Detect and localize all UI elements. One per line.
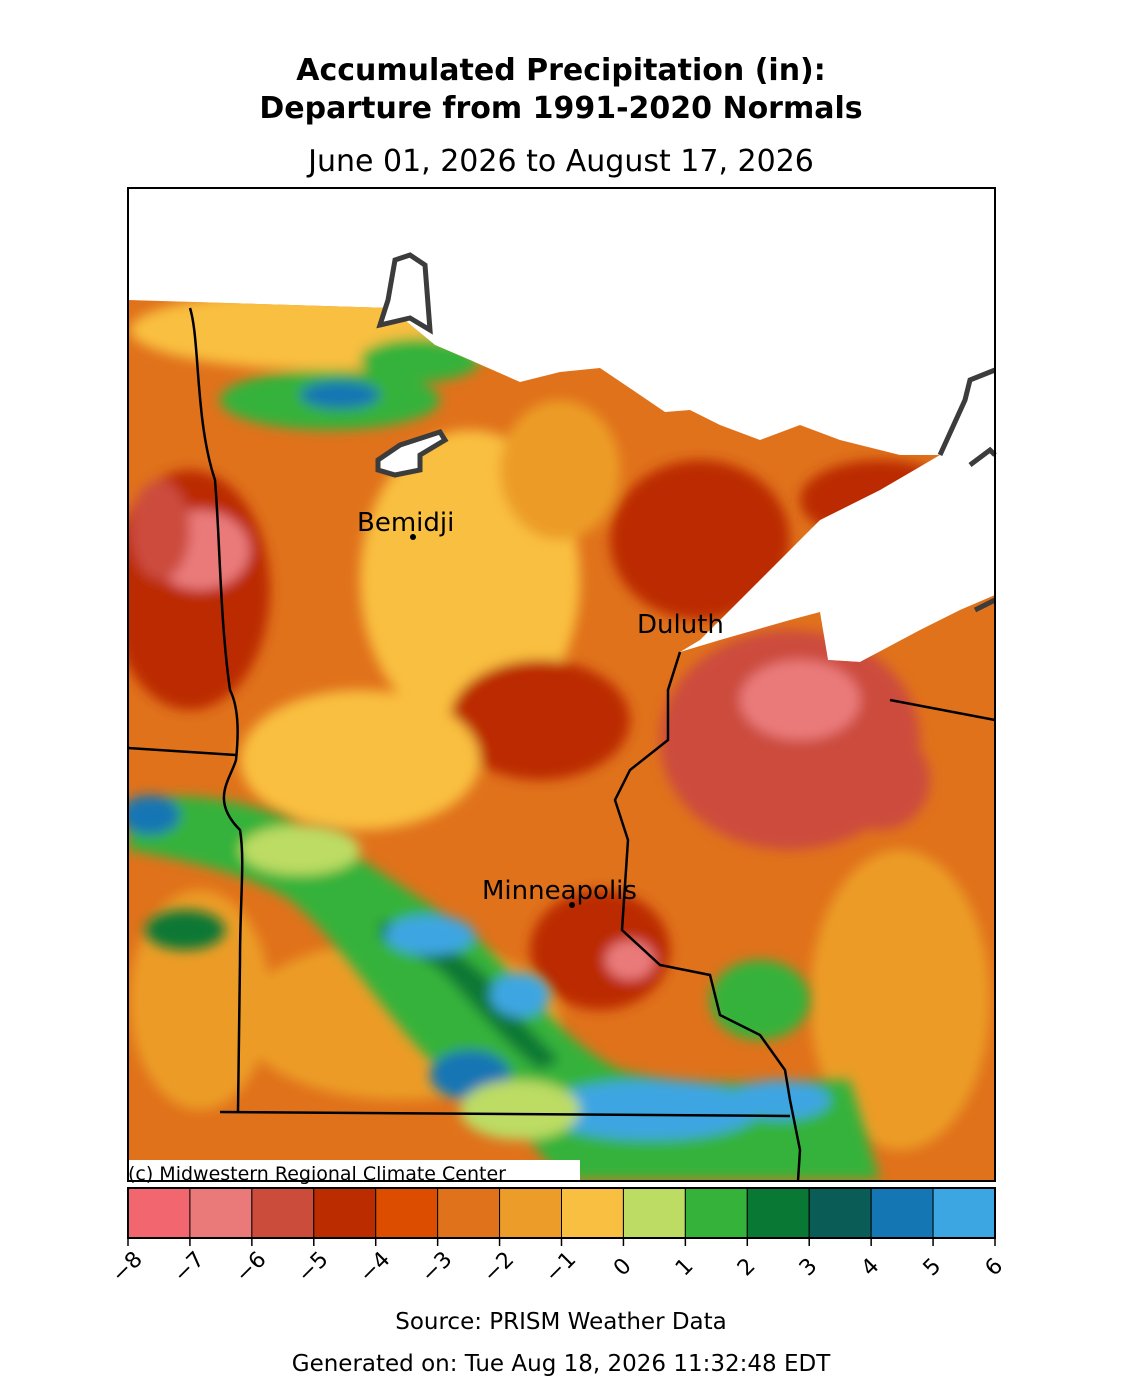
colorbar-tick-label: −5	[293, 1247, 334, 1288]
colorbar-bin	[746, 1187, 810, 1239]
colorbar-bin	[189, 1187, 253, 1239]
map-frame	[127, 187, 996, 1182]
state-borders	[127, 307, 996, 1182]
colorbar-tick-label: −1	[541, 1247, 582, 1288]
colorbar-bin	[313, 1187, 377, 1239]
colorbar-bin	[808, 1187, 872, 1239]
colorbar-bin	[870, 1187, 934, 1239]
city-dot	[569, 902, 575, 908]
colorbar-tick-label: 5	[919, 1254, 947, 1282]
colorbar-bin	[684, 1187, 748, 1239]
colorbar-tick-label: −3	[417, 1247, 458, 1288]
subtitle: June 01, 2026 to August 17, 2026	[306, 144, 814, 179]
colorbar-tick-label: −8	[107, 1247, 148, 1288]
colorbar-bin	[622, 1187, 686, 1239]
colorbar-bin	[561, 1187, 624, 1239]
generated: Generated on: Tue Aug 18, 2026 11:32:48 …	[292, 1351, 831, 1377]
colorbar-bin	[932, 1187, 996, 1239]
colorbar-tick-label: −2	[479, 1247, 520, 1288]
precip-field	[128, 300, 995, 1181]
city-label: Minneapolis	[482, 876, 637, 906]
map: Bemidji Duluth Minneapolis (c) Midwester…	[127, 187, 997, 1185]
colorbar-tick-label: −7	[169, 1247, 210, 1288]
city-label: Duluth	[637, 610, 724, 640]
credit: (c) Midwestern Regional Climate Center	[128, 1163, 506, 1185]
colorbar-tick-label: 2	[733, 1254, 761, 1282]
source: Source: PRISM Weather Data	[395, 1309, 727, 1335]
colorbar-bin	[127, 1187, 191, 1239]
colorbar-tick-label: 0	[609, 1254, 637, 1282]
colorbar-bin	[437, 1187, 501, 1239]
colorbar-tick-label: −6	[231, 1247, 272, 1288]
city-dot	[410, 534, 416, 540]
colorbar-tick-label: −4	[355, 1247, 396, 1288]
colorbar-bin	[499, 1187, 563, 1239]
city-label: Bemidji	[357, 508, 454, 538]
lakes	[375, 252, 997, 613]
colorbar-bin	[375, 1187, 439, 1239]
colorbar-tick-label: 4	[857, 1254, 885, 1282]
city-markers	[410, 534, 575, 908]
title: Departure from 1991-2020 Normals	[259, 91, 862, 126]
colorbar: −8 −7 −6 −5 −4 −3 −2 −1 0 1 2 3 4 5 6	[107, 1187, 1009, 1288]
colorbar-tick-label: 3	[795, 1254, 823, 1282]
colorbar-tick-label: 1	[671, 1254, 699, 1282]
credit-background	[128, 1160, 580, 1182]
colorbar-tick-label: 6	[981, 1254, 1009, 1282]
title: Accumulated Precipitation (in):	[296, 53, 826, 88]
colorbar-bin	[251, 1187, 315, 1239]
